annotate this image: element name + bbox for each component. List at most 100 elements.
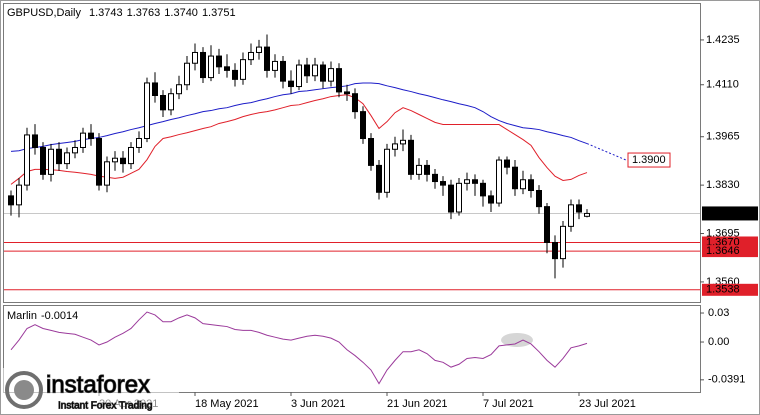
y-tick-label: 1.3695 <box>706 227 740 239</box>
candle-body <box>56 148 62 165</box>
candle-body <box>80 132 86 148</box>
candle-body <box>424 164 430 175</box>
watermark-icon <box>5 371 43 409</box>
y-tick-label: 1.4235 <box>706 34 740 46</box>
level-box <box>702 283 758 296</box>
indicator-line <box>10 311 588 385</box>
candle-body <box>128 146 134 165</box>
candle-body <box>104 161 110 186</box>
candle-body <box>296 64 302 88</box>
candle-body <box>352 93 358 113</box>
indicator-name: Marlin <box>7 310 37 322</box>
watermark: instaforex Instant Forex Trading <box>3 368 179 414</box>
indicator-value: -0.0014 <box>41 310 78 322</box>
watermark-icon <box>14 380 34 400</box>
candle-body <box>568 204 574 227</box>
ohlc-low: 1.3740 <box>164 7 198 19</box>
candle-body <box>248 51 254 61</box>
x-tick-label: 3 Jun 2021 <box>291 398 345 410</box>
chart-title: GBPUSD,Daily <box>7 7 81 19</box>
candle-body <box>16 184 22 206</box>
x-tick-label: 21 Jun 2021 <box>387 398 448 410</box>
moving-average <box>10 82 588 152</box>
candle-body <box>504 159 510 168</box>
y-tick-label: 1.3965 <box>706 131 740 143</box>
candle-body <box>584 212 590 217</box>
candle-body <box>320 64 326 82</box>
price-box <box>702 206 758 221</box>
candle-body <box>448 184 454 213</box>
level-box <box>702 245 758 258</box>
candle-body <box>224 66 230 71</box>
candle-body <box>368 138 374 166</box>
candle-body <box>152 82 158 96</box>
projection-line <box>586 143 627 161</box>
candle-body <box>144 82 150 140</box>
projection-label: 1.3900 <box>632 154 666 166</box>
candle-body <box>96 138 102 186</box>
candle-body <box>200 51 206 79</box>
ohlc-open: 1.3743 <box>89 7 123 19</box>
candle-body <box>280 60 286 82</box>
candle-body <box>160 94 166 111</box>
level-label: 1.3646 <box>706 245 740 257</box>
candle-body <box>384 148 390 193</box>
price-label: 1.3751 <box>706 207 740 219</box>
main-panel <box>3 3 701 303</box>
candle-body <box>240 59 246 80</box>
watermark-brand: instaforex <box>46 371 150 398</box>
candle-body <box>552 241 558 260</box>
candle-body <box>576 204 582 213</box>
candle-body <box>432 173 438 183</box>
candle-body <box>392 143 398 150</box>
candle-body <box>136 138 142 148</box>
watermark-tagline: Instant Forex Trading <box>58 401 153 412</box>
x-tick-label: 23 Jul 2021 <box>579 398 636 410</box>
candle-body <box>72 146 78 154</box>
candle-body <box>32 134 38 148</box>
candle-body <box>112 157 118 163</box>
candle-body <box>88 132 94 140</box>
candle-body <box>168 93 174 111</box>
candle-body <box>416 164 422 175</box>
candle-body <box>512 166 518 190</box>
candle-body <box>40 146 46 175</box>
candle-body <box>232 69 238 80</box>
candle-body <box>376 164 382 193</box>
candle-body <box>560 225 566 260</box>
candle-body <box>64 152 70 165</box>
y-tick-label: 1.4110 <box>706 79 739 91</box>
candle-body <box>24 134 30 186</box>
candle-body <box>488 195 494 204</box>
candle-body <box>288 80 294 88</box>
candle-body <box>304 64 310 77</box>
indicator-panel <box>3 305 701 393</box>
candle-body <box>344 91 350 95</box>
candle-body <box>472 179 478 184</box>
level-label: 1.3538 <box>706 284 740 296</box>
candle-body <box>216 55 222 68</box>
candle-body <box>120 157 126 165</box>
candle-body <box>264 46 270 71</box>
ohlc-close: 1.3751 <box>202 7 236 19</box>
y-tick-label: 0.03 <box>708 307 729 319</box>
candle-body <box>464 179 470 184</box>
candle-body <box>184 62 190 86</box>
candle-body <box>192 51 198 64</box>
ohlc-high: 1.3763 <box>127 7 161 19</box>
candle-body <box>408 139 414 175</box>
indicator-header: Marlin -0.0014 <box>7 310 78 322</box>
candle-body <box>176 84 182 95</box>
candle-body <box>480 182 486 197</box>
candle-body <box>312 64 318 77</box>
chart-header: GBPUSD,Daily 1.3743 1.3763 1.3740 1.3751 <box>7 7 236 19</box>
y-tick-label: -0.0391 <box>708 374 745 386</box>
candle-body <box>48 148 54 175</box>
candle-body <box>256 46 262 53</box>
candle-body <box>208 55 214 79</box>
candle-body <box>336 68 342 93</box>
candle-body <box>360 111 366 140</box>
decoration <box>501 333 533 347</box>
